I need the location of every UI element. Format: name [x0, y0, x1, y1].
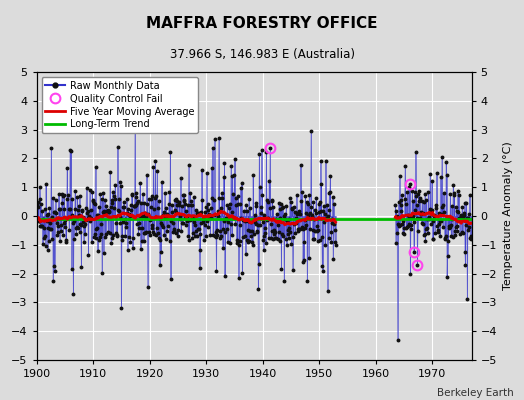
- Text: 37.966 S, 146.983 E (Australia): 37.966 S, 146.983 E (Australia): [169, 48, 355, 61]
- Legend: Raw Monthly Data, Quality Control Fail, Five Year Moving Average, Long-Term Tren: Raw Monthly Data, Quality Control Fail, …: [41, 77, 198, 133]
- Text: Berkeley Earth: Berkeley Earth: [437, 388, 514, 398]
- Text: MAFFRA FORESTRY OFFICE: MAFFRA FORESTRY OFFICE: [146, 16, 378, 31]
- Y-axis label: Temperature Anomaly (°C): Temperature Anomaly (°C): [503, 142, 512, 290]
